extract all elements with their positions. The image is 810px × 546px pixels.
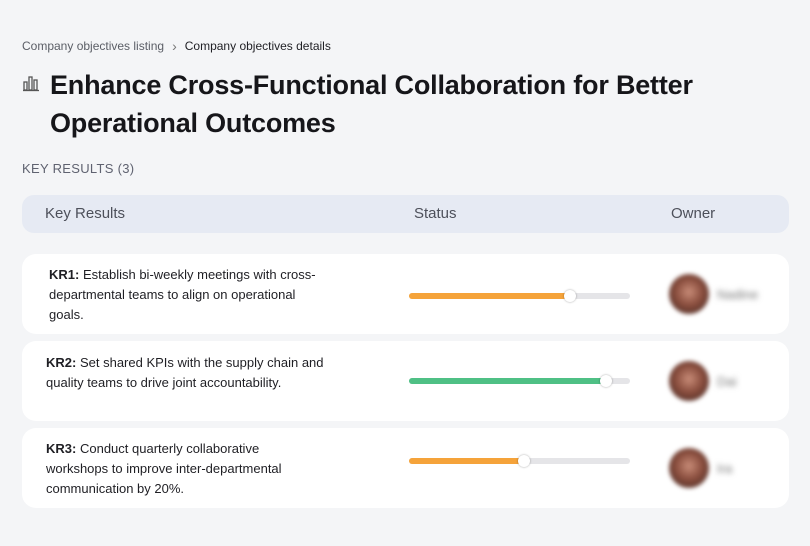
owner-cell[interactable]: Nadine	[669, 274, 758, 314]
key-result-row-2[interactable]: KR2: Set shared KPIs with the supply cha…	[22, 341, 789, 421]
column-header-status: Status	[414, 205, 457, 222]
title-row: Enhance Cross-Functional Collaboration f…	[22, 66, 770, 142]
status-progress-fill	[409, 458, 524, 464]
status-progress-fill	[409, 378, 606, 384]
key-results-count-label: KEY RESULTS (3)	[22, 161, 135, 176]
status-progress-knob	[599, 375, 612, 387]
status-progress-bar	[409, 290, 630, 302]
key-result-text: KR1: Establish bi-weekly meetings with c…	[49, 265, 329, 325]
owner-cell[interactable]: Dai	[669, 361, 737, 401]
avatar	[669, 448, 709, 488]
avatar	[669, 361, 709, 401]
column-header-owner: Owner	[671, 205, 716, 222]
status-progress-bar	[409, 455, 630, 467]
key-result-row-3[interactable]: KR3: Conduct quarterly collaborative wor…	[22, 428, 789, 508]
avatar	[669, 274, 709, 314]
owner-cell[interactable]: Ira	[669, 448, 732, 488]
owner-name: Dai	[717, 373, 737, 389]
key-result-description: Establish bi-weekly meetings with cross-…	[49, 267, 316, 322]
status-progress-bar	[409, 375, 630, 387]
table-header: Key Results Status Owner	[22, 195, 789, 233]
key-result-description: Set shared KPIs with the supply chain an…	[46, 355, 324, 390]
key-result-row-1[interactable]: KR1: Establish bi-weekly meetings with c…	[22, 254, 789, 334]
chevron-right-icon: ›	[172, 38, 177, 54]
page-title: Enhance Cross-Functional Collaboration f…	[50, 70, 693, 138]
owner-name: Ira	[717, 460, 733, 476]
key-result-code: KR1:	[49, 267, 80, 282]
breadcrumb: Company objectives listing › Company obj…	[22, 39, 331, 53]
key-result-code: KR3:	[46, 441, 77, 456]
building-chart-icon	[23, 76, 39, 92]
status-progress-knob	[564, 290, 577, 302]
breadcrumb-current: Company objectives details	[184, 39, 331, 53]
breadcrumb-parent-link[interactable]: Company objectives listing	[22, 39, 165, 53]
status-progress-fill	[409, 293, 571, 299]
owner-name: Nadine	[717, 286, 759, 302]
key-result-code: KR2:	[46, 355, 77, 370]
key-result-text: KR3: Conduct quarterly collaborative wor…	[46, 439, 321, 499]
column-header-key-results: Key Results	[45, 205, 126, 222]
key-result-text: KR2: Set shared KPIs with the supply cha…	[46, 353, 356, 393]
key-result-description: Conduct quarterly collaborative workshop…	[46, 441, 282, 496]
status-progress-knob	[517, 455, 530, 467]
